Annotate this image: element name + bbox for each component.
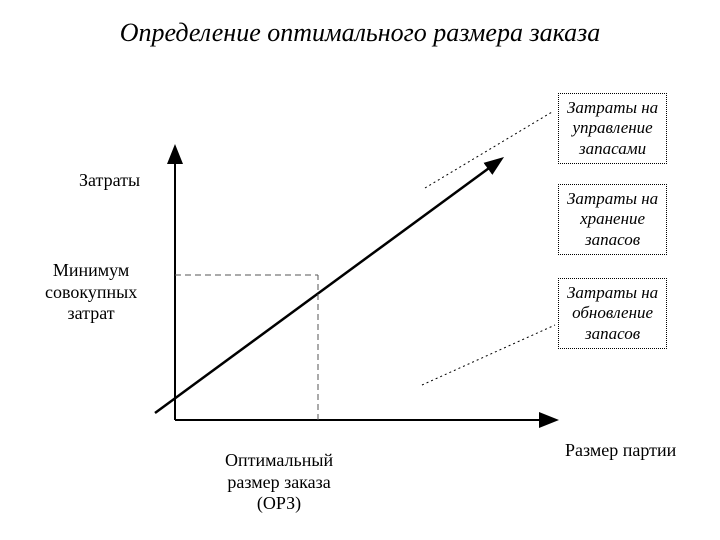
holding-cost-box: Затраты нахранениезапасов — [558, 184, 667, 255]
upper-dotted-connector — [425, 112, 552, 188]
y-axis-label: Затраты — [75, 168, 144, 193]
min-total-cost-label: Минимумсовокупныхзатрат — [45, 260, 137, 325]
main-cost-line — [155, 160, 500, 413]
x-axis-label: Размер партии — [565, 440, 676, 461]
optimal-order-label: Оптимальныйразмер заказа(ОРЗ) — [225, 450, 333, 515]
mgmt-cost-box: Затраты науправлениезапасами — [558, 93, 667, 164]
order-cost-box: Затраты наобновлениезапасов — [558, 278, 667, 349]
lower-dotted-connector — [422, 325, 555, 385]
